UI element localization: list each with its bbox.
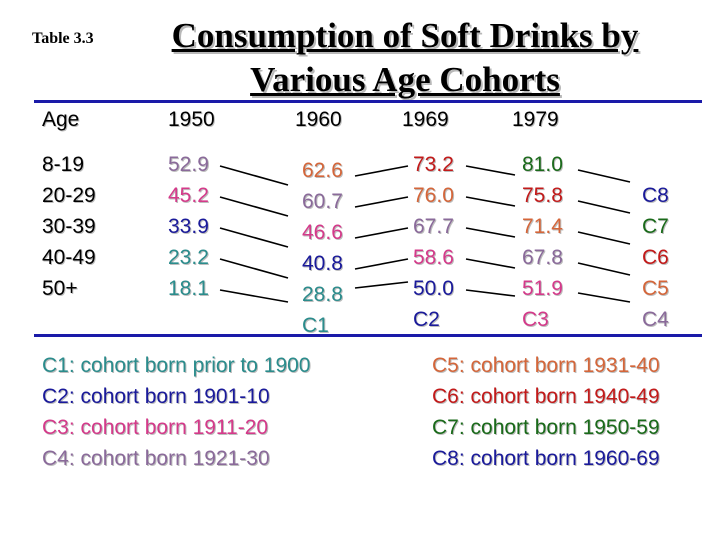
cohort-tag: C7 — [642, 215, 669, 238]
connector-line — [219, 196, 289, 217]
bottom-divider — [34, 334, 702, 337]
column-1969: 73.2 76.0 67.7 58.6 50.0 C2 — [413, 149, 454, 335]
value-1950: 45.2 — [168, 184, 209, 207]
connector-line — [219, 289, 289, 303]
legend-item-c7: C7: cohort born 1950-59 — [432, 416, 660, 439]
connector-line — [465, 165, 516, 176]
cohort-label-1960: C1 — [302, 314, 329, 337]
page-title: Consumption of Soft Drinks by Various Ag… — [150, 14, 660, 102]
table-label: Table 3.3 — [32, 30, 94, 47]
age-group: 30-39 — [42, 215, 96, 238]
legend-item-c2: C2: cohort born 1901-10 — [42, 385, 270, 408]
connector-line — [577, 169, 631, 183]
connector-line — [465, 289, 516, 297]
connector-line — [354, 196, 409, 208]
age-group: 40-49 — [42, 246, 96, 269]
connector-line — [577, 231, 631, 245]
value-1950: 23.2 — [168, 246, 209, 269]
value-1979: 51.9 — [522, 277, 563, 300]
value-1950: 52.9 — [168, 153, 209, 176]
value-1960: 46.6 — [302, 221, 343, 244]
value-1969: 50.0 — [413, 277, 454, 300]
title-line-2: Various Age Cohorts — [250, 60, 560, 99]
legend-item-c6: C6: cohort born 1940-49 — [432, 385, 660, 408]
header-1979: 1979 — [512, 108, 559, 131]
cohort-tag: C4 — [642, 308, 669, 331]
connector-line — [577, 292, 631, 303]
legend-item-c3: C3: cohort born 1911-20 — [42, 416, 269, 439]
connector-line — [354, 281, 409, 289]
legend-item-c8: C8: cohort born 1960-69 — [432, 447, 660, 470]
connector-line — [354, 165, 409, 177]
value-1950: 18.1 — [168, 277, 209, 300]
header-1950: 1950 — [168, 108, 215, 131]
connector-line — [577, 262, 631, 276]
connector-line — [354, 227, 409, 239]
connector-line — [465, 258, 516, 269]
value-1960: 40.8 — [302, 252, 343, 275]
legend-item-c5: C5: cohort born 1931-40 — [432, 354, 660, 377]
value-1979: 75.8 — [522, 184, 563, 207]
column-1979: 81.0 75.8 71.4 67.8 51.9 C3 — [522, 149, 563, 335]
age-group: 8-19 — [42, 153, 85, 176]
cohort-tag: C8 — [642, 184, 669, 207]
connector-line — [219, 165, 289, 186]
legend-item-c1: C1: cohort born prior to 1900 — [42, 354, 311, 377]
legend-left: C1: cohort born prior to 1900 C2: cohort… — [42, 350, 311, 474]
value-1960: 28.8 — [302, 283, 343, 306]
header-1969: 1969 — [402, 108, 449, 131]
legend-item-c4: C4: cohort born 1921-30 — [42, 447, 270, 470]
age-group: 50+ — [42, 277, 78, 300]
legend-right: C5: cohort born 1931-40 C6: cohort born … — [432, 350, 660, 474]
age-column: 8-19 20-29 30-39 40-49 50+ — [42, 149, 96, 304]
cohort-label-1979: C3 — [522, 308, 549, 331]
cohort-tag-column: C8 C7 C6 C5 C4 — [642, 180, 669, 335]
connector-line — [465, 227, 516, 238]
connector-line — [465, 196, 516, 207]
title-line-1: Consumption of Soft Drinks by — [171, 16, 639, 55]
value-1969: 76.0 — [413, 184, 454, 207]
column-1950: 52.9 45.2 33.9 23.2 18.1 — [168, 149, 209, 304]
top-divider — [34, 100, 702, 103]
value-1969: 58.6 — [413, 246, 454, 269]
value-1979: 71.4 — [522, 215, 563, 238]
connector-line — [577, 200, 631, 214]
value-1979: 81.0 — [522, 153, 563, 176]
value-1960: 62.6 — [302, 159, 343, 182]
value-1960: 60.7 — [302, 190, 343, 213]
header-1960: 1960 — [295, 108, 342, 131]
value-1969: 73.2 — [413, 153, 454, 176]
connector-line — [354, 258, 409, 270]
value-1950: 33.9 — [168, 215, 209, 238]
connector-line — [219, 258, 289, 279]
cohort-tag: C6 — [642, 246, 669, 269]
column-1960: 62.6 60.7 46.6 40.8 28.8 C1 — [302, 155, 343, 341]
cohort-tag: C5 — [642, 277, 669, 300]
header-age: Age — [42, 108, 80, 131]
value-1969: 67.7 — [413, 215, 454, 238]
cohort-label-1969: C2 — [413, 308, 440, 331]
connector-line — [219, 227, 289, 248]
age-group: 20-29 — [42, 184, 96, 207]
value-1979: 67.8 — [522, 246, 563, 269]
